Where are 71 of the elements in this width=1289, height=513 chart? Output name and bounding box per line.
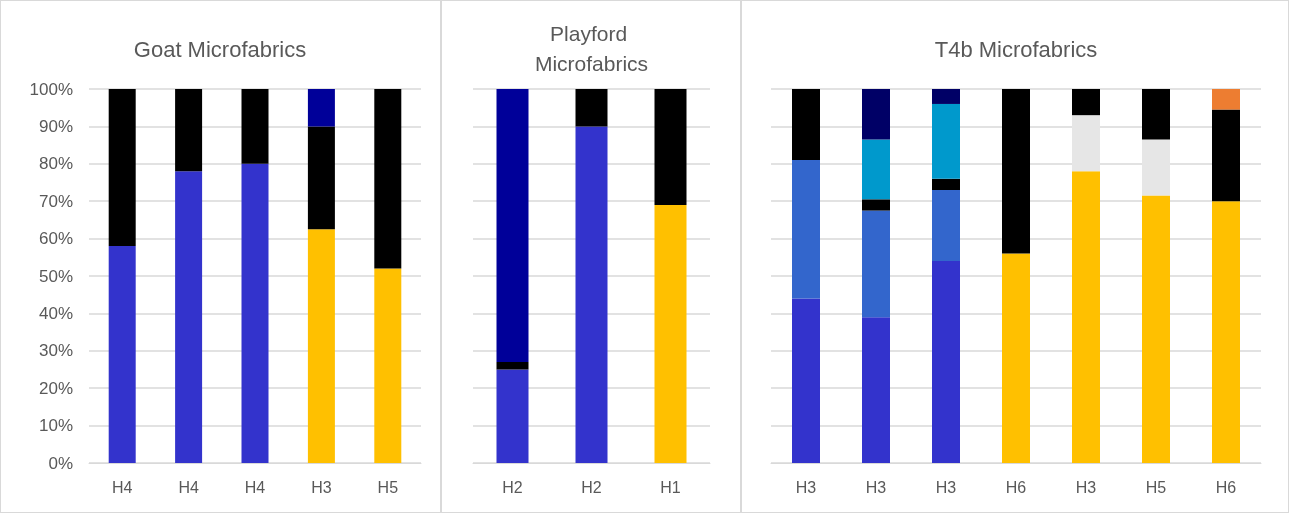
bar xyxy=(175,171,203,463)
y-tick-label: 60% xyxy=(38,229,73,249)
bar xyxy=(575,126,608,463)
bar xyxy=(932,178,960,190)
bar xyxy=(932,261,960,463)
bar xyxy=(108,246,136,463)
bar xyxy=(1002,253,1030,463)
bar xyxy=(1072,89,1100,116)
y-tick-label: 40% xyxy=(38,303,73,323)
bar xyxy=(1002,89,1030,254)
x-tick-label: H5 xyxy=(377,478,399,496)
bar xyxy=(496,362,529,370)
x-tick-label: H6 xyxy=(1005,478,1027,496)
y-tick-label: 100% xyxy=(29,79,73,99)
bar xyxy=(241,163,269,463)
bar xyxy=(241,89,269,164)
y-tick-label: 20% xyxy=(38,378,73,398)
bar xyxy=(792,89,820,161)
bar xyxy=(575,89,608,127)
x-tick-label: H4 xyxy=(178,478,199,496)
bar xyxy=(654,89,687,205)
bar xyxy=(932,189,960,262)
chart-title: T4b Microfabrics xyxy=(934,36,1098,62)
bar xyxy=(862,139,890,200)
x-tick-label: H1 xyxy=(660,478,681,496)
x-tick-label: H6 xyxy=(1215,478,1237,496)
x-tick-label: H5 xyxy=(1145,478,1167,496)
bar xyxy=(307,229,335,463)
bar xyxy=(1072,115,1100,172)
x-tick-label: H3 xyxy=(795,478,817,496)
bar xyxy=(792,298,820,463)
bar xyxy=(932,89,960,104)
x-tick-label: H4 xyxy=(244,478,266,496)
bar xyxy=(1072,171,1100,463)
bar xyxy=(496,369,529,463)
bar xyxy=(496,89,529,363)
bar xyxy=(1212,201,1240,463)
x-tick-label: H4 xyxy=(111,478,133,496)
x-tick-label: H3 xyxy=(311,478,332,496)
x-tick-label: H2 xyxy=(502,478,523,496)
bar xyxy=(1212,89,1240,110)
y-tick-label: 0% xyxy=(48,453,73,473)
bar xyxy=(374,89,402,269)
bar xyxy=(862,199,890,211)
bar xyxy=(1142,139,1170,196)
x-tick-label: H2 xyxy=(581,478,602,496)
bar xyxy=(108,89,136,247)
chart-title: Goat Microfabrics xyxy=(133,36,307,62)
bar xyxy=(792,160,820,299)
bar xyxy=(1142,195,1170,463)
y-tick-label: 80% xyxy=(38,154,73,174)
bar xyxy=(1212,109,1240,202)
bar xyxy=(932,103,960,179)
y-tick-label: 10% xyxy=(38,416,73,436)
chart-title: Playford Microfabrics xyxy=(534,21,649,75)
bar xyxy=(862,89,890,140)
y-tick-label: 50% xyxy=(38,266,73,286)
bar xyxy=(654,204,687,463)
y-tick-label: 90% xyxy=(38,116,73,136)
y-tick-label: 30% xyxy=(38,341,73,361)
bar xyxy=(862,210,890,318)
x-tick-label: H3 xyxy=(865,478,887,496)
x-tick-label: H3 xyxy=(1075,478,1097,496)
bar xyxy=(374,268,402,463)
y-tick-label: 70% xyxy=(38,191,73,211)
x-tick-label: H3 xyxy=(935,478,957,496)
bar xyxy=(175,89,203,172)
bar xyxy=(862,317,890,463)
bar xyxy=(307,126,335,230)
bar xyxy=(1142,89,1170,140)
bar xyxy=(307,89,335,127)
